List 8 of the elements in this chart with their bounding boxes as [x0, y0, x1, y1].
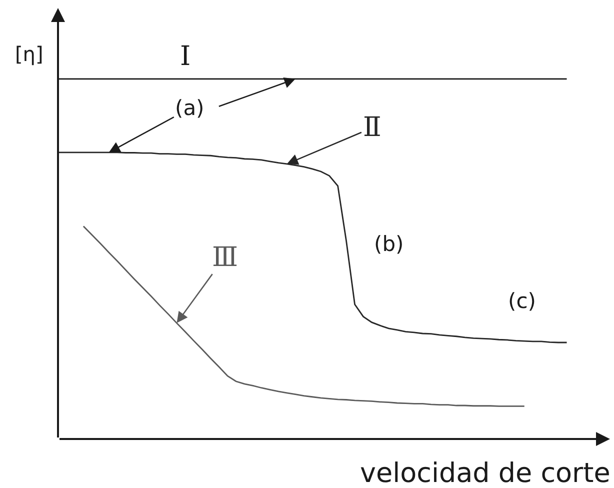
y-axis-title: [η] — [15, 42, 44, 66]
annotation: (b) — [374, 232, 404, 256]
annotation: (c) — [508, 289, 536, 313]
annotation: (a) — [175, 96, 204, 120]
series-label: Ⅱ — [363, 112, 382, 143]
text: Ⅲ — [212, 242, 238, 273]
series-label: Ⅰ — [180, 41, 191, 72]
x-axis-title: velocidad de corte — [360, 458, 610, 488]
